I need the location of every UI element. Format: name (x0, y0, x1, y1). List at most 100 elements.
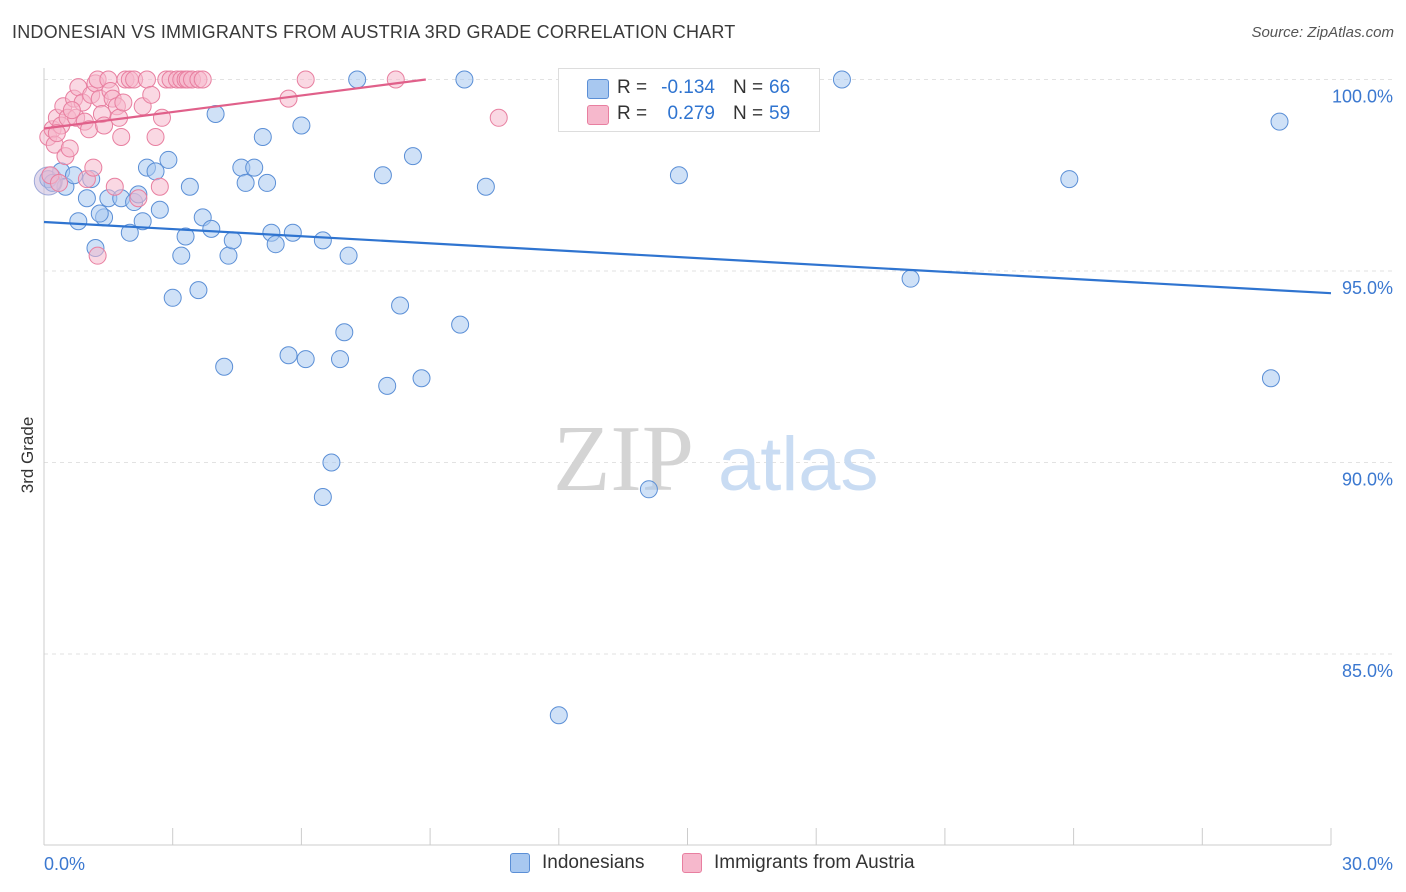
indonesians-trendline (43, 220, 1332, 295)
indonesians-point (373, 166, 392, 185)
indonesians-point (133, 212, 152, 231)
indonesians-point (120, 223, 139, 242)
blue-swatch (587, 79, 609, 99)
indonesians-point (549, 706, 568, 725)
austria-point (114, 93, 133, 112)
indonesians-point (223, 231, 242, 250)
indonesians-point (832, 70, 851, 89)
legend: Indonesians Immigrants from Austria (0, 848, 1406, 880)
indonesians-point (245, 158, 264, 177)
legend-item-austria[interactable]: Immigrants from Austria (682, 852, 915, 874)
indonesians-point (296, 350, 315, 369)
indonesians-point (476, 177, 495, 196)
indonesians-point (150, 200, 169, 219)
watermark-atlas: atlas (718, 422, 879, 507)
tick-labels: 100.0% 95.0% 90.0% 85.0% 0.0% 30.0% (44, 87, 1393, 875)
indonesians-point (403, 147, 422, 166)
indonesians-point (901, 269, 920, 288)
indonesians-point (412, 369, 431, 388)
austria-point (296, 70, 315, 89)
axes (43, 68, 1332, 846)
y-tick-label: 100.0% (1332, 87, 1393, 107)
r-value: -0.134 (661, 77, 715, 98)
stats-row-austria: R = 0.279 N = 59 (559, 101, 819, 127)
indonesians-point (283, 223, 302, 242)
x-tick-label: 0.0% (44, 854, 85, 874)
austria-point (193, 70, 212, 89)
indonesians-point (159, 150, 178, 169)
indonesians-point (335, 323, 354, 342)
watermark-zip: ZIP (553, 407, 694, 511)
indonesians-point (219, 246, 238, 265)
indonesians-point (215, 357, 234, 376)
indonesians-point (236, 173, 255, 192)
indonesians-point (348, 70, 367, 89)
indonesians-point (339, 246, 358, 265)
y-tick-label: 95.0% (1342, 278, 1393, 298)
indonesians-point (313, 231, 332, 250)
y-axis-label: 3rd Grade (18, 417, 37, 494)
austria-point (105, 177, 124, 196)
austria-point (129, 189, 148, 208)
indonesians-point (77, 189, 96, 208)
indonesians-point (69, 212, 88, 231)
indonesians-point (202, 219, 221, 238)
austria-point (112, 127, 131, 146)
austria-points (39, 70, 508, 265)
indonesians-point (172, 246, 191, 265)
austria-point (489, 108, 508, 127)
austria-point (84, 158, 103, 177)
indonesians-point (313, 487, 332, 506)
indonesians-point (258, 173, 277, 192)
austria-point (386, 70, 405, 89)
austria-point (146, 127, 165, 146)
chart-title: INDONESIAN VS IMMIGRANTS FROM AUSTRIA 3R… (12, 22, 736, 42)
indonesians-point (639, 480, 658, 499)
indonesians-point (322, 453, 341, 472)
austria-trendline (43, 78, 426, 130)
austria-point (62, 101, 81, 120)
n-label: N = (733, 77, 764, 98)
legend-label: Immigrants from Austria (714, 852, 915, 873)
indonesians-point (279, 346, 298, 365)
indonesians-point (331, 350, 350, 369)
x-tick-label: 30.0% (1342, 854, 1393, 874)
austria-point (50, 173, 69, 192)
n-value: 66 (769, 77, 791, 98)
legend-label: Indonesians (542, 852, 645, 873)
austria-point (47, 124, 66, 143)
austria-point (60, 139, 79, 158)
y-tick-label: 85.0% (1342, 661, 1393, 681)
indonesians-point (378, 376, 397, 395)
r-label: R = (617, 77, 648, 98)
indonesians-point (189, 281, 208, 300)
austria-point (137, 70, 156, 89)
indonesians-point (1270, 112, 1289, 131)
indonesians-point (451, 315, 470, 334)
legend-swatch-pink (682, 853, 702, 873)
legend-swatch-blue (510, 853, 530, 873)
indonesians-point (163, 288, 182, 307)
stats-row-indonesians: R = -0.134 N = 66 (559, 75, 819, 101)
indonesians-point (1060, 170, 1079, 189)
stats-box: R = -0.134 N = 66 R = 0.279 N = 59 (558, 68, 820, 132)
legend-item-indonesians[interactable]: Indonesians (510, 852, 644, 874)
austria-point (142, 85, 161, 104)
indonesians-point (176, 227, 195, 246)
austria-point (150, 177, 169, 196)
indonesians-point (90, 204, 109, 223)
indonesians-point (266, 235, 285, 254)
indonesians-points (33, 70, 1289, 725)
indonesians-point (1261, 369, 1280, 388)
pink-swatch (587, 105, 609, 125)
n-label: N = (733, 103, 764, 124)
n-value: 59 (769, 103, 791, 124)
watermark: ZIP atlas (553, 407, 879, 511)
r-label: R = (617, 103, 648, 124)
indonesians-point (180, 177, 199, 196)
austria-point (88, 246, 107, 265)
indonesians-point (253, 127, 272, 146)
indonesians-point (391, 296, 410, 315)
indonesians-point (669, 166, 688, 185)
